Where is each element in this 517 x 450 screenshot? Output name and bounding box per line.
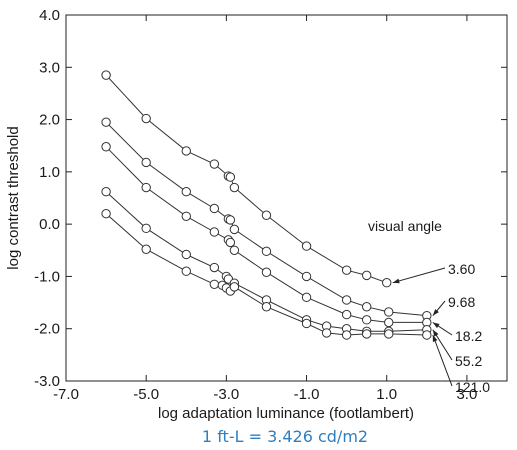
data-point bbox=[209, 279, 220, 289]
data-point bbox=[101, 70, 111, 80]
y-tick-label: 1.0 bbox=[39, 164, 60, 181]
data-point bbox=[101, 187, 111, 197]
x-tick-label: -1.0 bbox=[294, 386, 320, 403]
data-point bbox=[209, 227, 220, 237]
data-point bbox=[141, 182, 151, 193]
data-point bbox=[181, 187, 191, 197]
data-point bbox=[261, 210, 272, 220]
series-121.0 bbox=[101, 208, 432, 340]
data-point bbox=[101, 208, 111, 219]
x-tick-label: -3.0 bbox=[213, 386, 239, 403]
legend-title: visual angle bbox=[368, 218, 442, 234]
data-point bbox=[209, 262, 220, 273]
x-axis-title: log adaptation luminance (footlambert) bbox=[158, 405, 414, 422]
series-layer bbox=[101, 70, 432, 340]
series-label: 121.0 bbox=[455, 379, 490, 395]
data-point bbox=[225, 172, 236, 182]
data-point bbox=[301, 241, 312, 251]
conversion-caption: 1 ft-L = 3.426 cd/m2 bbox=[202, 427, 368, 446]
data-point bbox=[225, 237, 236, 248]
data-point bbox=[301, 292, 312, 303]
y-tick-label: -3.0 bbox=[34, 373, 60, 390]
data-point bbox=[141, 157, 151, 168]
y-tick-label: 3.0 bbox=[39, 59, 60, 76]
data-point bbox=[422, 330, 432, 340]
label-arrow bbox=[432, 334, 453, 387]
data-point bbox=[341, 309, 352, 320]
data-point bbox=[261, 302, 272, 312]
data-point bbox=[181, 146, 191, 156]
data-point bbox=[229, 282, 240, 292]
series-label: 55.2 bbox=[455, 353, 482, 369]
series-55.2 bbox=[101, 187, 432, 337]
data-point bbox=[101, 142, 111, 152]
data-point bbox=[229, 245, 240, 255]
data-point bbox=[341, 330, 352, 340]
y-axis-title: log contrast threshold bbox=[5, 126, 22, 269]
data-point bbox=[361, 270, 372, 281]
data-point bbox=[384, 329, 394, 339]
x-tick-label: 1.0 bbox=[376, 386, 397, 403]
data-point bbox=[181, 249, 191, 260]
label-arrowhead bbox=[432, 334, 438, 342]
data-point bbox=[261, 267, 272, 277]
data-point bbox=[229, 224, 240, 235]
data-point bbox=[141, 113, 151, 124]
series-label: 18.2 bbox=[455, 328, 482, 344]
x-tick-label: -5.0 bbox=[133, 386, 159, 403]
data-point bbox=[384, 307, 394, 317]
data-point bbox=[261, 246, 272, 257]
series-label: 3.60 bbox=[448, 261, 475, 277]
data-point bbox=[361, 315, 372, 325]
axis-ticks: -7.0 -5.0 -3.0 -1.0 1.0 3.0 -3.0 -2.0 -1.0 0.0 1.0… bbox=[34, 7, 507, 403]
data-point bbox=[209, 203, 220, 214]
label-arrowhead bbox=[432, 329, 439, 337]
label-arrowhead bbox=[432, 309, 439, 316]
data-point bbox=[225, 215, 236, 225]
series-labels: 3.60 9.68 18.2 55.2 121.0 bbox=[392, 261, 490, 395]
data-point bbox=[382, 278, 392, 288]
data-point bbox=[301, 271, 312, 282]
y-tick-label: -2.0 bbox=[34, 321, 60, 338]
label-arrow bbox=[392, 267, 446, 284]
data-point bbox=[229, 182, 240, 193]
data-point bbox=[361, 302, 372, 312]
data-point bbox=[341, 295, 352, 305]
data-point bbox=[341, 265, 352, 275]
label-arrowhead bbox=[432, 322, 440, 329]
data-point bbox=[361, 329, 372, 339]
y-tick-label: 0.0 bbox=[39, 216, 60, 233]
series-3.60 bbox=[101, 70, 392, 288]
data-point bbox=[141, 223, 151, 234]
data-point bbox=[181, 211, 191, 222]
y-tick-label: -1.0 bbox=[34, 268, 60, 285]
series-label: 9.68 bbox=[448, 294, 475, 310]
data-point bbox=[384, 317, 394, 328]
plot-frame bbox=[65, 14, 508, 382]
data-point bbox=[141, 244, 151, 254]
series-9.68 bbox=[101, 117, 432, 321]
series-18.2 bbox=[101, 142, 432, 328]
data-point bbox=[181, 266, 191, 276]
y-tick-label: 4.0 bbox=[39, 7, 60, 24]
x-tick-label: 3.0 bbox=[456, 386, 477, 403]
x-tick-label: -7.0 bbox=[53, 386, 79, 403]
data-point bbox=[101, 117, 111, 127]
data-point bbox=[321, 328, 332, 338]
data-point bbox=[209, 159, 220, 169]
label-arrowhead bbox=[392, 278, 400, 284]
data-point bbox=[301, 318, 312, 329]
y-tick-label: 2.0 bbox=[39, 112, 60, 129]
